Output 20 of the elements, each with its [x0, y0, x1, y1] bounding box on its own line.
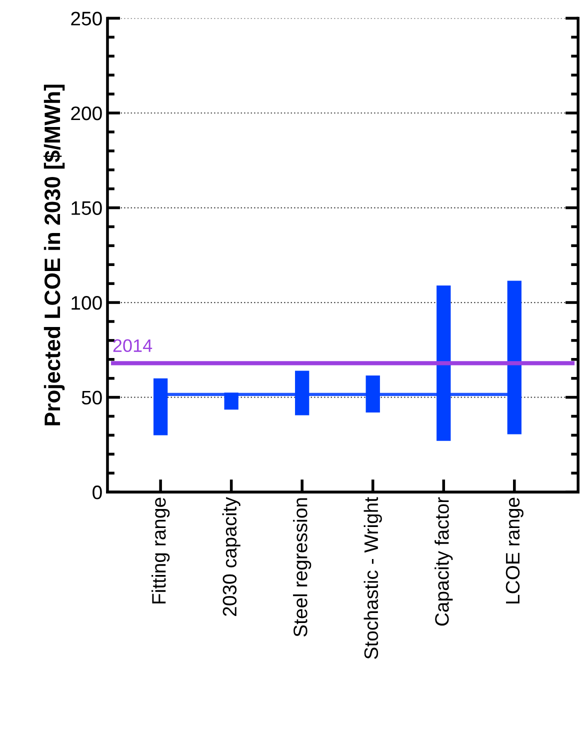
x-tick-label: 2030 capacity — [222, 496, 240, 616]
x-tick-label: Capacity factor — [434, 497, 453, 626]
bar — [295, 370, 310, 416]
y-tick-label: 250 — [71, 12, 102, 26]
y-tick-label: 50 — [82, 390, 102, 405]
bar — [436, 285, 451, 441]
bar — [507, 280, 522, 434]
y-axis-title: Projected LCOE in 2030 [$/MWh] — [44, 84, 65, 426]
bar — [366, 376, 380, 412]
y-tick-label: 100 — [72, 296, 102, 310]
y-tick-label: 200 — [71, 106, 102, 120]
y-tick-label: 150 — [72, 201, 102, 215]
bar — [153, 378, 168, 436]
x-tick-label: Stochastic - Wright — [364, 497, 382, 659]
annotation: 2014 — [113, 339, 152, 352]
y-tick-label: 0 — [92, 486, 102, 500]
x-tick-label: Fitting range — [152, 498, 170, 604]
x-tick-label: Steel regression — [293, 498, 312, 637]
x-tick-label: LCOE range — [506, 498, 524, 604]
bar — [224, 392, 238, 410]
